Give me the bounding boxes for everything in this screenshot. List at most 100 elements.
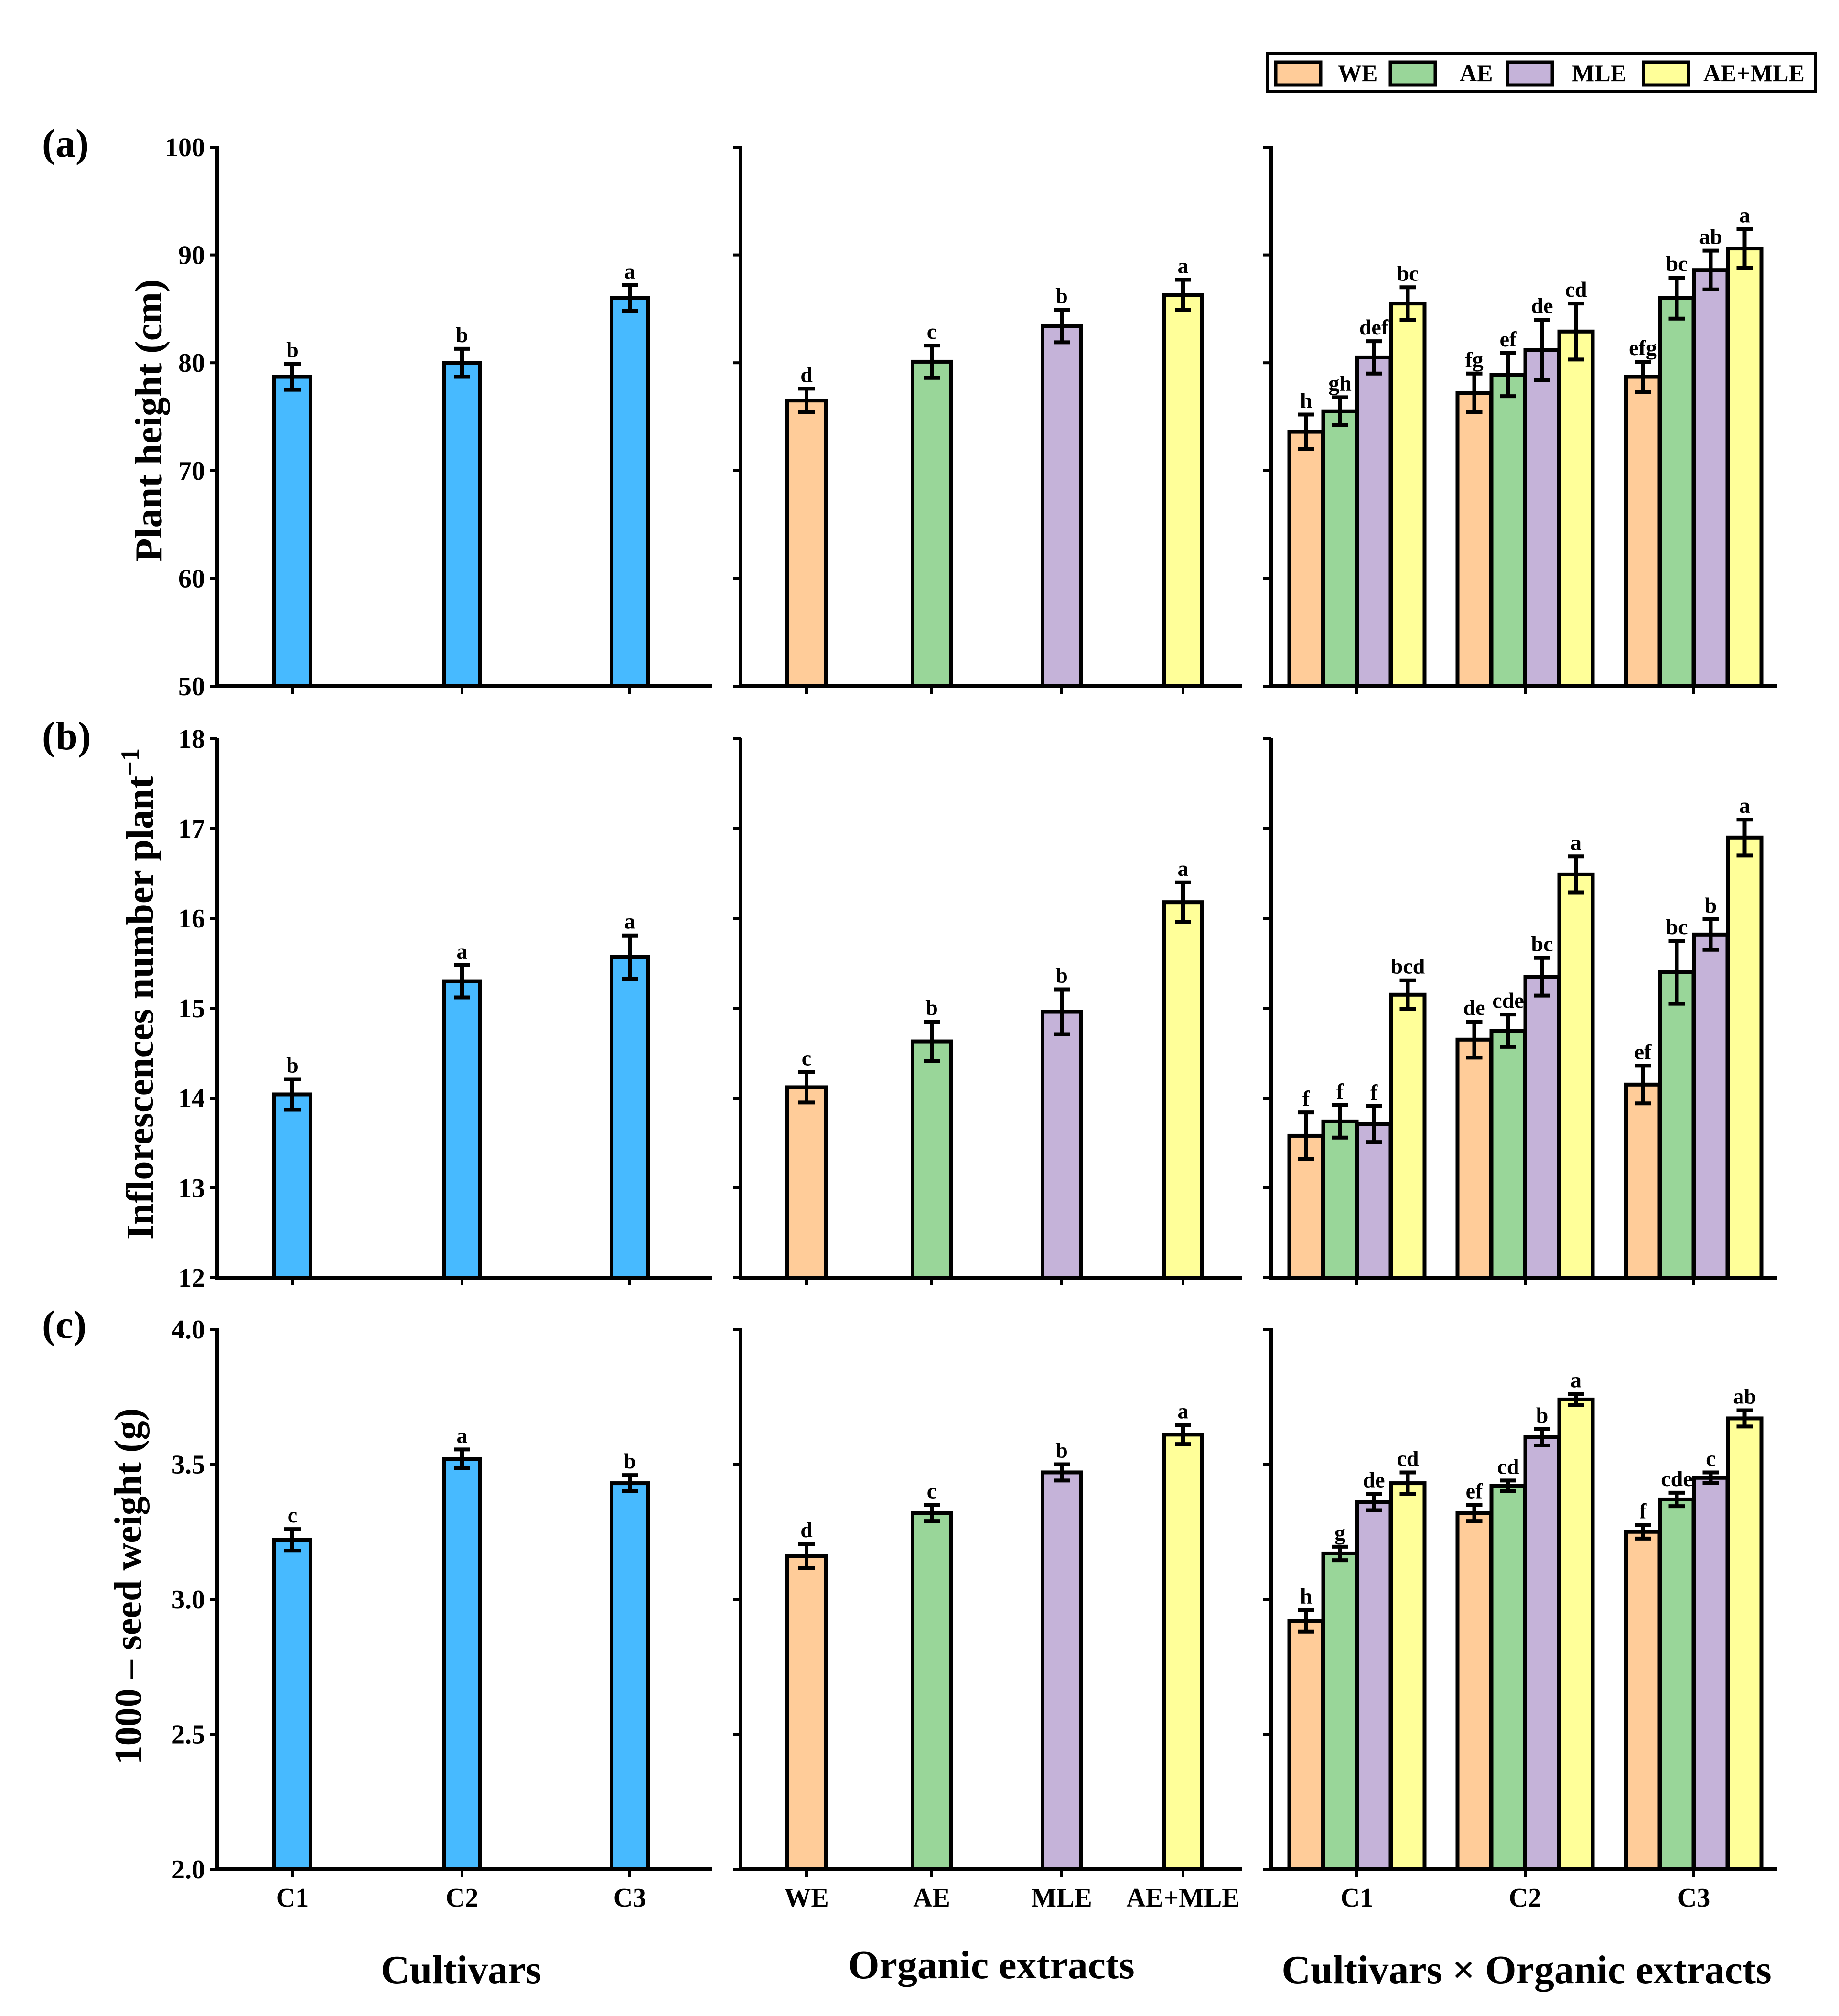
y-tick-label: 2.5 (172, 1720, 205, 1750)
bar (1523, 348, 1561, 688)
bar (1624, 1530, 1662, 1871)
significance-letter: efg (1629, 335, 1657, 360)
bar (1489, 1029, 1527, 1280)
bar (610, 1481, 650, 1872)
bar (1624, 375, 1662, 688)
significance-letter: d (800, 1518, 813, 1542)
significance-letter: cde (1661, 1466, 1692, 1491)
xtitle-cultivars: Cultivars (381, 1948, 541, 1992)
significance-letter: b (1055, 284, 1068, 308)
bar (1726, 835, 1764, 1280)
bar (911, 1039, 953, 1280)
y-tick-label: 90 (178, 241, 205, 270)
legend-label-mle: MLE (1572, 60, 1626, 86)
bar (1455, 1511, 1493, 1871)
legend-swatch-we (1274, 60, 1323, 87)
bar (1658, 970, 1696, 1280)
bar (1726, 1416, 1764, 1871)
y-tick-label: 4.0 (172, 1315, 205, 1345)
significance-letter: b (1705, 893, 1717, 917)
x-tick-label: C3 (613, 1883, 646, 1913)
bar (1321, 1119, 1359, 1280)
ylabel-seed-weight: 1000 – seed weight (g) (108, 1408, 150, 1765)
significance-letter: a (624, 909, 635, 934)
y-tick-label: 80 (178, 348, 205, 378)
x-tick-label: C3 (1678, 1883, 1710, 1913)
y-tick-label: 18 (178, 724, 205, 754)
significance-letter: fg (1465, 347, 1483, 372)
bar (442, 1457, 482, 1871)
bar (610, 955, 650, 1280)
significance-letter: a (1570, 830, 1581, 854)
significance-letter: g (1334, 1520, 1345, 1545)
panel-label-b: (b) (42, 714, 91, 758)
y-tick-label: 70 (178, 456, 205, 486)
significance-letter: c (802, 1046, 811, 1070)
bar (442, 361, 482, 688)
panel-label-c: (c) (42, 1303, 86, 1347)
y-tick-label: 12 (178, 1263, 205, 1293)
significance-letter: ef (1466, 1478, 1483, 1503)
significance-letter: a (1178, 253, 1189, 278)
bar (1692, 932, 1730, 1280)
bar (1523, 1435, 1561, 1871)
bar (1355, 1122, 1393, 1280)
significance-letter: ab (1733, 1384, 1756, 1409)
plot-area: 5060708090100bbadcbahghdefbcfgefdecdefgb… (165, 133, 1777, 1913)
significance-letter: a (457, 1423, 468, 1447)
bar (1624, 1082, 1662, 1280)
x-tick-label: C1 (1341, 1883, 1373, 1913)
subplot-r3-c2: d c b a WE AE MLE AE+MLE (733, 1328, 1242, 1913)
xtitle-interaction: Cultivars × Organic extracts (1281, 1948, 1771, 1992)
bar (785, 1554, 828, 1872)
ylabel-inflorescences: Inflorescences number plant−1 (116, 748, 161, 1240)
subplot-r2-c1: 12 13 14 15 16 17 18 b a a (178, 724, 712, 1293)
significance-letter: ef (1635, 1039, 1652, 1064)
bar (911, 1511, 953, 1871)
subplot-r2-c2: c b b a (733, 737, 1242, 1285)
legend-swatch-aemle (1642, 60, 1690, 87)
bar (785, 1085, 828, 1280)
bar (1489, 1484, 1527, 1871)
significance-letter: bc (1397, 261, 1419, 285)
bar (272, 1538, 312, 1871)
significance-letter: h (1300, 388, 1312, 412)
y-tick-label: 14 (178, 1084, 205, 1113)
significance-letter: cde (1492, 988, 1524, 1013)
y-tick-label: 50 (178, 672, 205, 701)
significance-letter: b (1536, 1403, 1549, 1427)
bar (1557, 872, 1595, 1280)
bar (1489, 373, 1527, 688)
bar (1523, 975, 1561, 1280)
bar (1041, 324, 1083, 688)
significance-letter: bc (1666, 915, 1688, 939)
significance-letter: c (927, 1478, 936, 1503)
y-tick-label: 3.0 (172, 1585, 205, 1615)
legend-label-we: WE (1338, 60, 1377, 86)
significance-letter: c (927, 319, 936, 344)
significance-letter: ef (1500, 327, 1517, 351)
x-tick-label: C1 (276, 1883, 309, 1913)
significance-letter: f (1370, 1080, 1378, 1104)
legend-label-ae: AE (1460, 60, 1493, 86)
significance-letter: f (1639, 1499, 1647, 1523)
x-tick-label: MLE (1031, 1883, 1092, 1913)
subplot-r1-c1: 50 60 70 80 90 100 b b a (165, 133, 712, 701)
bar (272, 1092, 312, 1280)
significance-letter: cd (1397, 1446, 1419, 1470)
x-tick-label: AE (913, 1883, 950, 1913)
x-tick-label: C2 (1509, 1883, 1541, 1913)
subplot-r3-c1: 2.0 2.5 3.0 3.5 4.0 c a b C1 C2 C3 (172, 1315, 712, 1913)
x-tick-label: C2 (446, 1883, 478, 1913)
bar (1355, 1500, 1393, 1872)
bar (1692, 1476, 1730, 1871)
significance-letter: a (624, 259, 635, 283)
bar (1692, 268, 1730, 688)
bar (1321, 409, 1359, 688)
y-tick-label: 2.0 (172, 1855, 205, 1885)
y-tick-label: 100 (165, 133, 205, 162)
significance-letter: f (1336, 1079, 1344, 1103)
